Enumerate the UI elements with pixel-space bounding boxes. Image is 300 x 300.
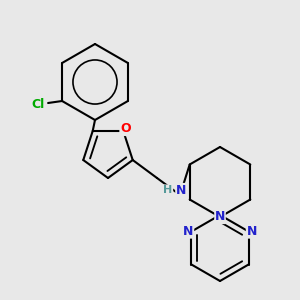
Text: N: N [176,184,186,196]
Text: N: N [183,225,194,238]
Text: H: H [164,185,172,195]
Text: N: N [246,225,257,238]
Text: O: O [120,122,130,136]
Text: N: N [215,211,225,224]
Text: Cl: Cl [32,98,45,112]
